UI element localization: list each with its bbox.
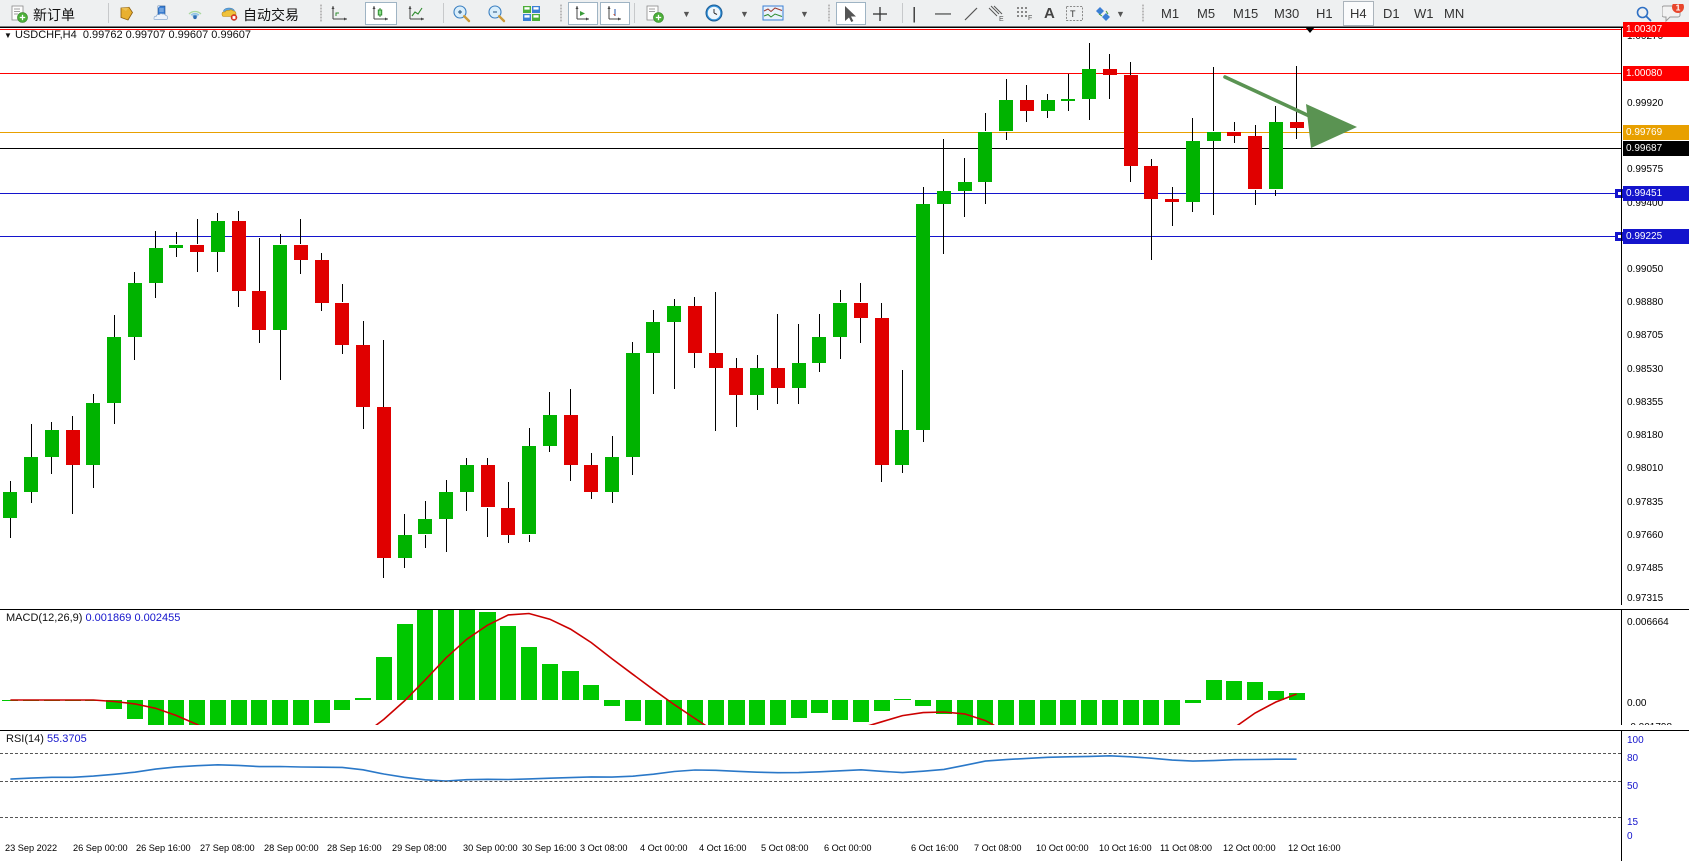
svg-text:T: T	[1070, 9, 1076, 19]
svg-text:F: F	[1028, 15, 1032, 21]
svg-text:E: E	[999, 16, 1004, 23]
svg-text:1: 1	[1676, 4, 1681, 12]
